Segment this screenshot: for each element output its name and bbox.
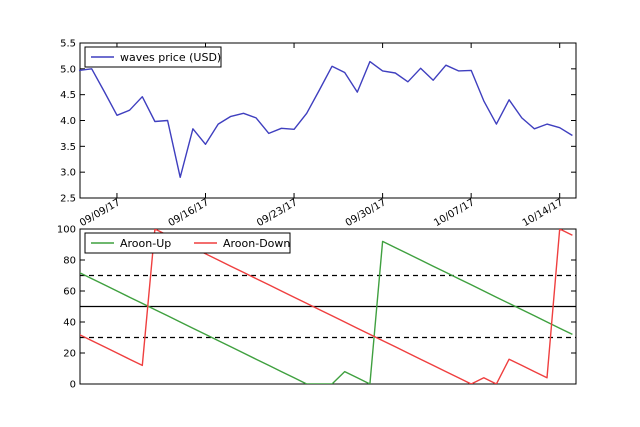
price-x-tick-label: 09/30/17 [344, 197, 388, 229]
aroon-y-tick-label: 60 [63, 287, 76, 298]
price-y-tick-label: 3.0 [60, 168, 76, 179]
price-y-tick-label: 5.0 [60, 64, 76, 75]
aroon-legend: Aroon-Up Aroon-Down [84, 232, 291, 254]
aroon-y-tick-label: 0 [70, 380, 76, 391]
aroon-down-legend-label: Aroon-Down [223, 237, 290, 250]
price-legend-label: waves price (USD) [120, 51, 221, 64]
price-y-tick-label: 2.5 [60, 194, 76, 205]
price-x-axis: 09/09/17 09/16/17 09/23/17 09/30/17 10/07/17… [78, 43, 565, 229]
price-chart: 2.53.03.54.04.55.05.5 09/09/17 09/16/17 09… [60, 39, 577, 229]
price-x-tick-label: 10/14/17 [521, 197, 565, 229]
price-y-tick-label: 4.0 [60, 116, 76, 127]
aroon-y-axis: 0 20 40 60 80 100 [57, 225, 576, 391]
price-y-tick-label: 4.5 [60, 90, 76, 101]
aroon-reference-lines [80, 274, 576, 339]
price-y-tick-label: 3.5 [60, 142, 76, 153]
aroon-y-tick-label: 80 [63, 256, 76, 267]
aroon-chart: 0 20 40 60 80 100 Aroon-Up Aroon-Down [57, 225, 577, 391]
price-y-tick-label: 5.5 [60, 39, 76, 50]
aroon-up-line [80, 240, 573, 384]
aroon-up-legend-label: Aroon-Up [120, 237, 171, 250]
price-series-layer [78, 60, 573, 179]
price-y-axis: 2.5 3.0 3.5 4.0 4.5 5.0 5.5 [60, 39, 576, 205]
price-series-line [78, 60, 573, 179]
aroon-y-tick-label: 40 [63, 318, 76, 329]
price-x-tick-label: 10/07/17 [432, 197, 476, 229]
aroon-legend-box [84, 232, 291, 254]
aroon-y-tick-label: 100 [57, 225, 76, 236]
aroon-y-tick-label: 20 [63, 349, 76, 360]
price-x-tick-label: 09/09/17 [78, 197, 122, 229]
aroon-down-line [80, 229, 573, 384]
aroon-series-layer [80, 229, 573, 384]
price-x-tick-label: 09/16/17 [167, 197, 211, 229]
price-legend: waves price (USD) [84, 46, 222, 68]
price-legend-box [84, 46, 222, 68]
price-x-tick-label: 09/23/17 [255, 197, 299, 229]
